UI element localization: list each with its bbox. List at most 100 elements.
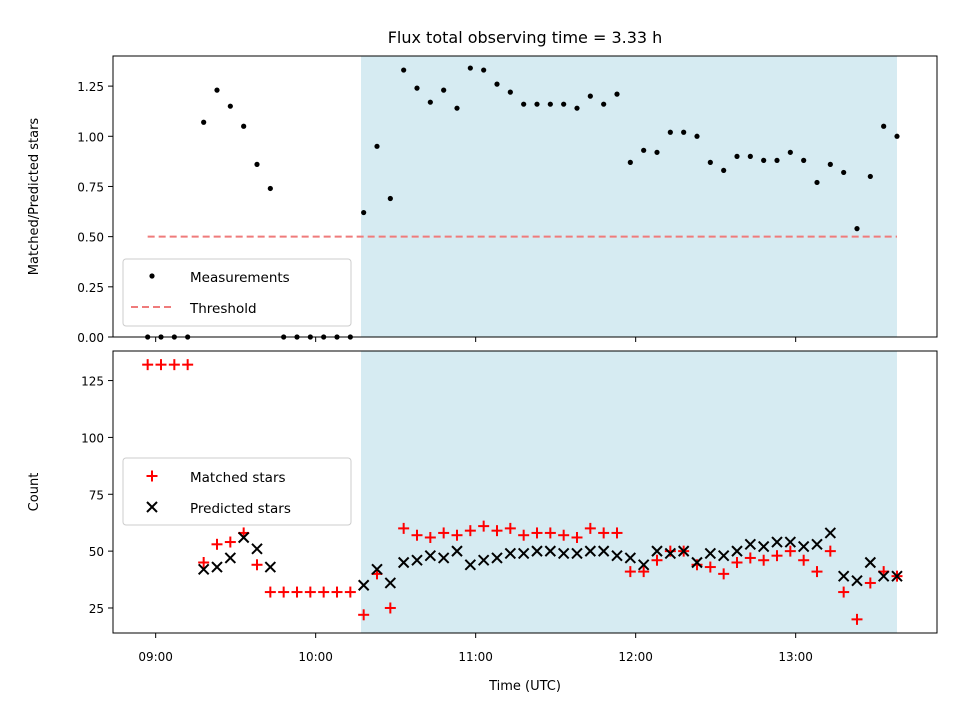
predicted-star-point [584,545,597,557]
measurement-point [521,101,527,107]
measurement-point [787,149,793,155]
measurement-point [881,123,887,129]
matched-star-point [838,586,850,598]
predicted-star-stroke [517,547,530,560]
matched-star-point [291,586,303,598]
matched-star-point [331,586,343,598]
top-plot: 0.00 0.25 0.50 0.75 1.00 1.25 Flux total obser… [27,28,938,345]
measurement-point [201,119,207,125]
predicted-star-point [837,570,850,582]
predicted-star-point [651,545,663,557]
chart-title: Flux total observing time = 3.33 h [388,28,663,47]
matched-star-point [168,359,180,371]
y-tick-label: 125 [81,375,104,389]
predicted-star-stroke [624,552,637,564]
measurement-point [227,103,233,109]
measurement-point [401,67,407,73]
matched-star-point [198,557,210,568]
x-axis-label: Time (UTC) [488,679,561,694]
x-tick-label: 10:00 [298,650,333,664]
predicted-star-point [691,556,703,569]
legend-predicted-stroke [146,501,158,513]
predicted-star-stroke [611,549,623,562]
matched-star-point [424,531,436,543]
predicted-star-stroke [677,545,690,557]
matched-star-point [142,359,154,371]
predicted-star-point [424,549,437,562]
predicted-star-point [704,547,717,560]
y-tick-label: 0.00 [77,331,104,345]
measurement-point [254,161,260,167]
measurement-point [761,157,767,163]
measurement-point [681,129,687,135]
predicted-star-point [437,552,450,564]
y-tick-label: 0.75 [77,180,104,194]
predicted-star-stroke [264,561,277,573]
legend-label: Predicted stars [190,501,291,517]
matched-star-point [182,359,194,371]
legend-predicted-marker [146,501,158,513]
matched-star-point [744,552,756,564]
predicted-star-stroke [811,538,823,551]
matched-star-point [531,527,543,539]
y-tick-label: 1.00 [77,130,104,144]
observing-interval-shade [361,56,897,337]
measurement-point [854,226,860,232]
predicted-star-stroke [451,545,463,557]
measurement-point [561,101,567,107]
matched-star-point [344,586,356,598]
predicted-star-point [451,545,463,557]
measurement-point [267,185,273,192]
predicted-star-stroke [824,527,837,539]
matched-star-point [544,527,556,539]
predicted-star-stroke [477,554,490,566]
y-tick-label: 75 [89,488,104,502]
predicted-star-point [664,547,677,560]
predicted-star-point [411,554,423,566]
predicted-star-stroke [384,577,397,589]
predicted-star-stroke [531,545,543,557]
legend-label: Measurements [190,270,290,286]
matched-star-point [704,561,716,573]
predicted-star-stroke [797,540,810,553]
legend: Matched stars Predicted stars [122,457,352,526]
matched-star-point [731,557,743,568]
legend-label: Matched stars [190,470,286,486]
matched-star-point [384,602,396,614]
predicted-star-stroke [864,556,877,569]
predicted-star-point [477,554,490,566]
predicted-star-stroke [397,556,410,569]
x-tick-label: 12:00 [618,650,653,664]
matched-star-point [824,545,836,557]
predicted-star-stroke [851,574,863,587]
predicted-star-stroke [437,552,450,564]
matched-star-point [358,609,370,621]
predicted-star-point [891,570,903,582]
predicted-star-stroke [664,547,677,560]
measurement-point [547,101,553,107]
predicted-star-point [717,549,730,562]
predicted-star-point [557,547,570,560]
predicted-star-stroke [637,559,650,571]
predicted-star-point [744,538,757,551]
predicted-star-stroke [757,540,770,553]
matched-star-point [718,568,730,580]
matched-star-point [491,525,503,537]
predicted-star-stroke [371,563,383,576]
predicted-star-point [224,552,237,564]
predicted-star-stroke [651,545,663,557]
matched-star-point [584,522,596,534]
measurement-point [801,157,807,163]
predicted-star-point [784,536,797,548]
predicted-star-point [357,579,370,591]
matched-star-point [598,527,610,539]
predicted-star-point [517,547,530,560]
matched-star-point [155,359,167,371]
y-tick-label: 0.25 [77,281,104,295]
measurement-point [214,87,220,93]
measurement-point [667,129,673,135]
y-tick-label: 50 [89,545,104,559]
predicted-star-stroke [891,570,903,582]
predicted-star-stroke [491,552,503,564]
